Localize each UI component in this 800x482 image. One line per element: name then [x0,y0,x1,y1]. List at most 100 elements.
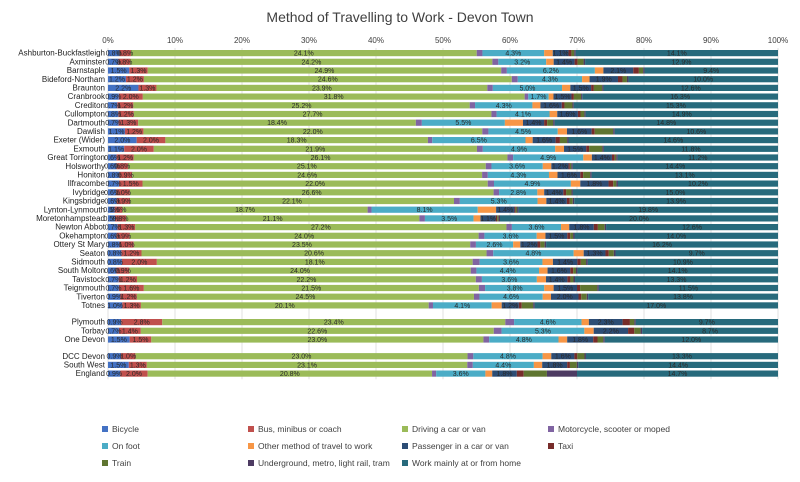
x-tick-label: 50% [435,36,451,45]
bar-segment-passenger-in-a-car-or-van [552,50,569,57]
bar-segment-bus-minibus-or-coach [117,224,136,231]
bar-segment-work-mainly-at-or-from-home [598,284,778,292]
category-label: Teignmouth [64,284,105,293]
bar-segment-work-mainly-at-or-from-home [606,224,778,231]
data-label: 0.8% [113,216,129,223]
bar-segment-driving-a-car-or-van [141,250,487,257]
bar-segment-bus-minibus-or-coach [118,58,131,65]
bar-segment-bus-minibus-or-coach [121,258,157,265]
bar-segment-on-foot [432,137,526,144]
data-label: 4.9% [540,155,556,162]
bar-segment-train [547,119,554,126]
legend-label: Taxi [558,441,573,451]
category-label: Seaton [80,249,105,258]
bar-segment-bus-minibus-or-coach [118,180,143,187]
data-label: 1.5% [573,85,589,92]
data-label: 1.9% [596,77,612,84]
data-label: 5.0% [519,85,535,92]
bars [108,50,778,377]
data-label: 0.9% [107,320,123,327]
x-tick-label: 100% [768,36,788,45]
bar-segment-driving-a-car-or-van [133,110,492,118]
data-label: 4.1% [454,303,470,310]
bar-segment-taxi [580,171,584,178]
bar-segment-other-method-of-travel-to-work [542,293,551,300]
bar-segment-driving-a-car-or-van [129,232,479,239]
bar-segment-driving-a-car-or-van [122,206,368,213]
data-label: 1.2% [123,251,139,258]
bar-segment-taxi [561,102,565,109]
bar-segment-passenger-in-a-car-or-van [580,180,609,187]
bar-segment-passenger-in-a-car-or-van [566,128,592,135]
bar-segment-driving-a-car-or-van [129,189,494,196]
bar-segment-train [573,267,577,274]
bar-segment-on-foot [487,171,549,178]
bar-segment-passenger-in-a-car-or-van [569,224,594,231]
bar-segment-bus-minibus-or-coach [129,336,152,343]
bar-segment-on-foot [482,145,556,152]
data-label: 3.8% [507,286,523,293]
bar-segment-work-mainly-at-or-from-home [575,50,778,57]
data-label: 0.7% [105,120,121,127]
bar-segment-underground-metro-light-rail-tram [574,50,576,57]
data-label: 1.2% [126,129,142,136]
bar-segment-taxi [593,224,598,231]
category-label: Sidmouth [71,258,105,267]
data-label: 10.6% [686,129,706,136]
data-label: 1.1% [480,216,496,223]
data-label: 1.5% [123,181,139,188]
bar-segment-driving-a-car-or-van [129,197,454,205]
bar-segment-driving-a-car-or-van [130,50,477,57]
bar-segment-motorcycle-scooter-or-moped [485,163,492,170]
bar-segment-motorcycle-scooter-or-moped [473,293,480,300]
bar-segment-taxi [591,128,595,135]
data-label: 0.5% [103,207,119,214]
data-label: 4.6% [540,320,556,327]
data-label: 1.2% [552,164,568,171]
data-label: 22.6% [307,328,327,335]
bar-segment-bicycle [108,102,118,109]
x-tick-label: 60% [502,36,518,45]
bar-segment-work-mainly-at-or-from-home [603,145,778,152]
bar-segment-other-method-of-travel-to-work [561,224,570,231]
bar-segment-other-method-of-travel-to-work [548,93,554,100]
bar-segment-other-method-of-travel-to-work [549,110,558,118]
bar-segment-underground-metro-light-rail-tram [572,102,574,109]
data-label: 11.8% [681,146,700,153]
bar-segment-bicycle [108,50,120,57]
data-label: 0.7% [105,286,121,293]
bar-segment-taxi [566,197,570,205]
bar-segment-bicycle [108,302,123,309]
bar-segment-other-method-of-travel-to-work [504,119,523,126]
bar-segment-motorcycle-scooter-or-moped [469,102,476,109]
bar-segment-other-method-of-travel-to-work [491,302,502,309]
bar-segment-driving-a-car-or-van [142,93,525,100]
data-label: 2.0% [557,294,573,301]
legend-swatch [102,460,108,466]
bar-segment-on-foot [491,163,543,170]
data-label: 24.0% [294,233,314,240]
bar-segment-taxi [586,145,590,152]
data-label: 23.1% [297,362,317,369]
legend-label: Passenger in a car or van [412,441,509,451]
bar-segment-underground-metro-light-rail-tram [616,154,618,161]
legend-swatch [248,443,254,449]
bar-segment-bicycle [108,353,121,360]
legend-swatch [402,443,408,449]
data-label: 4.8% [500,354,516,361]
data-label: 21.9% [305,146,325,153]
category-label: Kingsbridge [63,197,106,206]
category-label: Ilfracombe [68,179,106,188]
bar-segment-driving-a-car-or-van [129,267,471,274]
data-label: 1.2% [109,77,125,84]
bar-segment-train [634,327,641,334]
category-label: Totnes [81,301,105,310]
bar-segment-on-foot [472,361,534,368]
bar-segment-underground-metro-light-rail-tram [546,370,577,377]
category-label: Honiton [77,171,105,180]
bar-segment-taxi [605,250,609,257]
data-label: 1.3% [130,362,146,369]
bar-segment-on-foot [484,232,537,239]
bar-segment-passenger-in-a-car-or-van [540,102,562,109]
bar-segment-other-method-of-travel-to-work [544,50,553,57]
